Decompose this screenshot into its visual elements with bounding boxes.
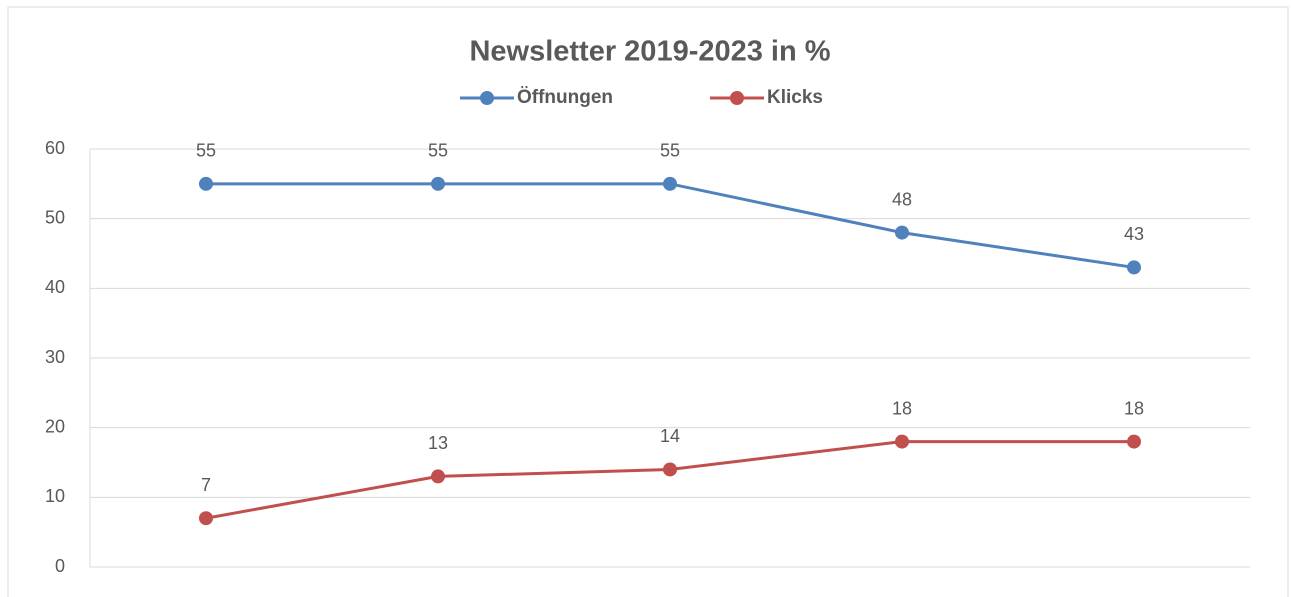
data-label: 48: [892, 189, 912, 209]
y-tick-label: 10: [45, 486, 65, 506]
legend-marker: [480, 91, 494, 105]
data-point: [431, 176, 445, 191]
data-label: 18: [1124, 398, 1144, 418]
data-label: 13: [428, 433, 448, 453]
chart-title: Newsletter 2019-2023 in %: [469, 36, 830, 68]
data-point: [895, 225, 909, 240]
data-point: [199, 176, 213, 191]
data-point: [1127, 434, 1141, 449]
legend-label: Öffnungen: [517, 87, 613, 108]
chart-border: [7, 6, 1289, 597]
y-tick-label: 20: [45, 416, 65, 436]
legend-label: Klicks: [767, 87, 823, 108]
y-tick-label: 0: [55, 556, 65, 576]
data-label: 14: [660, 426, 680, 446]
data-point: [895, 434, 909, 449]
data-point: [1127, 260, 1141, 275]
data-label: 55: [196, 141, 216, 161]
data-point: [199, 511, 213, 526]
y-tick-label: 50: [45, 207, 65, 227]
data-label: 7: [201, 475, 211, 495]
data-label: 18: [892, 398, 912, 418]
legend-marker: [730, 91, 744, 105]
data-point: [663, 462, 677, 477]
y-tick-label: 40: [45, 277, 65, 297]
y-tick-label: 60: [45, 138, 65, 158]
data-point: [663, 176, 677, 191]
data-label: 43: [1124, 224, 1144, 244]
y-tick-label: 30: [45, 347, 65, 367]
data-point: [431, 469, 445, 484]
data-label: 55: [660, 141, 680, 161]
data-label: 55: [428, 141, 448, 161]
